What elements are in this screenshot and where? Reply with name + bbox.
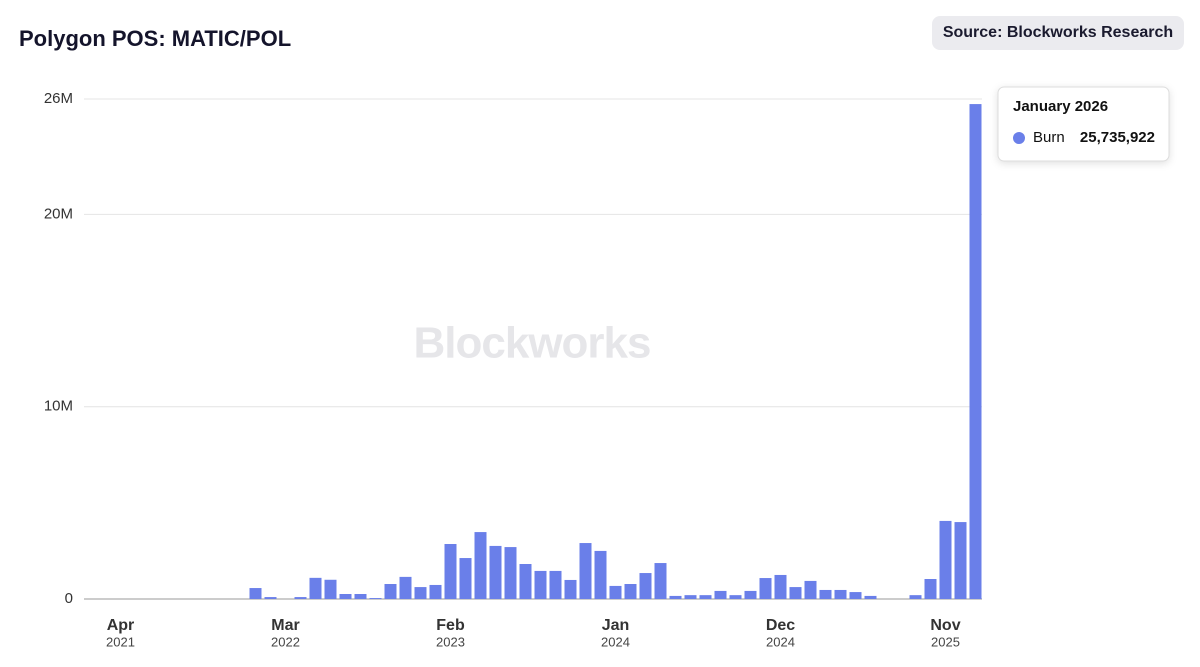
y-tick-label: 26M — [44, 90, 73, 107]
x-tick-sublabel: 2021 — [106, 634, 135, 649]
bar — [309, 577, 322, 599]
bar — [339, 594, 352, 599]
tooltip-value: 25,735,922 — [1080, 129, 1155, 146]
source-button[interactable] — [932, 16, 1184, 50]
bar — [249, 588, 262, 599]
bar — [789, 587, 802, 599]
bar — [594, 550, 607, 599]
bar — [639, 573, 652, 599]
bar — [774, 574, 787, 599]
y-tick-label: 20M — [44, 205, 73, 222]
x-tick-label: Apr — [107, 617, 135, 634]
bar — [759, 578, 772, 599]
x-tick-sublabel: 2023 — [436, 634, 465, 649]
tooltip-title: January 2026 — [1013, 98, 1108, 115]
y-tick-label: 10M — [44, 398, 73, 415]
y-tick-label: 0 — [65, 590, 73, 607]
bar — [849, 592, 862, 599]
bar — [804, 580, 817, 599]
bar — [819, 589, 832, 599]
bar — [834, 589, 847, 599]
bar — [954, 522, 967, 599]
bar — [669, 595, 682, 599]
bar — [924, 579, 937, 599]
bar — [399, 576, 412, 599]
bar — [414, 587, 427, 599]
bar — [744, 590, 757, 599]
bar — [489, 545, 502, 599]
source-label: Source: Blockworks Research — [943, 24, 1173, 41]
x-tick-label: Dec — [766, 617, 795, 634]
x-tick-sublabel: 2025 — [931, 634, 960, 649]
bar — [294, 597, 307, 599]
x-tick-sublabel: 2024 — [601, 634, 630, 649]
bar — [519, 564, 532, 599]
bar — [624, 584, 637, 599]
bar — [504, 547, 517, 599]
tooltip-box — [997, 86, 1170, 162]
bar — [939, 520, 952, 599]
bar — [654, 563, 667, 599]
bar — [444, 544, 457, 599]
bar — [714, 590, 727, 599]
bar — [684, 595, 697, 599]
bar — [384, 584, 397, 599]
bar — [609, 585, 622, 599]
x-tick-label: Jan — [602, 617, 630, 634]
bar — [729, 595, 742, 599]
bar — [534, 570, 547, 599]
bar — [324, 579, 337, 599]
bar — [354, 594, 367, 599]
bar — [864, 595, 877, 599]
x-tick-label: Nov — [930, 617, 960, 634]
plot-area: 010M20M26MApr2021Mar2022Feb2023Jan2024De… — [44, 90, 982, 649]
bar — [549, 570, 562, 599]
tooltip: January 2026 Burn 25,735,922 — [997, 86, 1170, 162]
bar — [459, 558, 472, 599]
bar — [564, 579, 577, 599]
x-tick-sublabel: 2024 — [766, 634, 795, 649]
bar — [264, 597, 277, 599]
x-tick-sublabel: 2022 — [271, 634, 300, 649]
x-tick-label: Feb — [436, 617, 465, 634]
tooltip-series: Burn — [1033, 129, 1065, 146]
bar — [909, 595, 922, 599]
tooltip-swatch — [1013, 132, 1025, 144]
chart-title: Polygon POS: MATIC/POL — [19, 26, 291, 51]
watermark: Blockworks — [414, 319, 651, 368]
bar — [579, 543, 592, 599]
bar — [699, 595, 712, 599]
x-tick-label: Mar — [271, 617, 299, 634]
bar — [429, 584, 442, 599]
bar — [474, 532, 487, 599]
bar — [969, 104, 982, 599]
bar — [369, 598, 382, 599]
